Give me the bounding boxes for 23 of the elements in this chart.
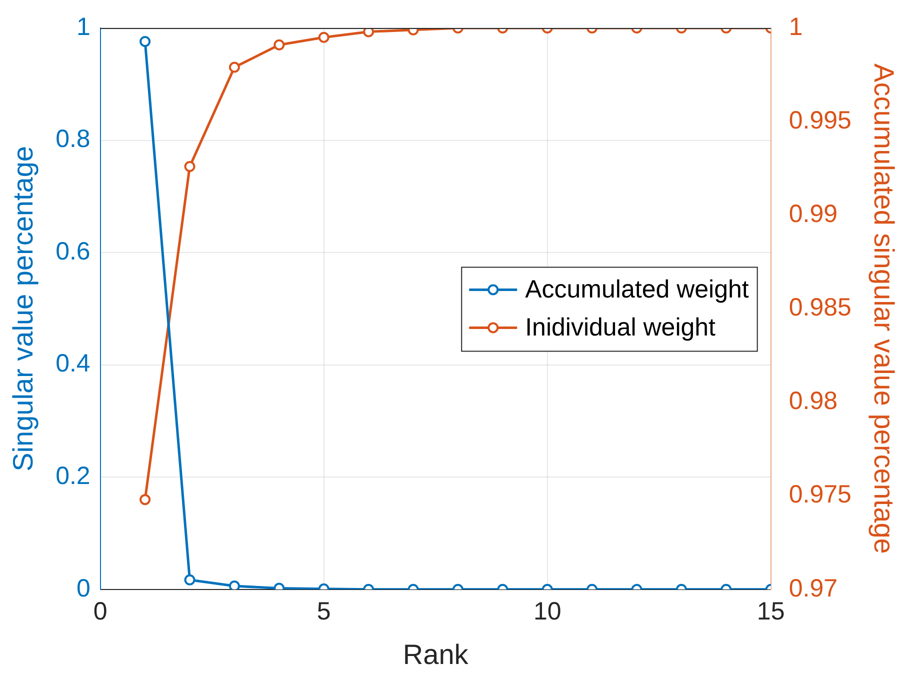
y-tick-label: 0.6 <box>56 237 90 266</box>
legend-label: Accumulated weight <box>525 276 749 304</box>
y-axis-title: Singular value percentage <box>8 146 39 472</box>
y2-tick-label: 1 <box>788 12 803 41</box>
x-tick-label: 5 <box>316 597 331 626</box>
x-tick-label: 15 <box>756 597 785 626</box>
point <box>140 494 151 506</box>
y2-tick-label: 0.99 <box>788 200 838 228</box>
y-tick-label: 0.8 <box>56 125 90 154</box>
y2-tick-label: 0.98 <box>788 387 838 416</box>
y2-tick-label: 0.995 <box>788 106 852 134</box>
y2-tick-label: 0.975 <box>788 480 852 509</box>
y2-tick-label: 0.97 <box>788 574 838 602</box>
y2-tick-label: 0.985 <box>788 294 852 322</box>
y-tick-label: 0.4 <box>56 350 90 378</box>
point <box>140 36 151 47</box>
legend-label: Inidividual weight <box>525 314 716 342</box>
y2-axis-title: Accumulated singular value percentage <box>868 64 900 554</box>
y-tick-label: 1 <box>76 12 90 41</box>
y-tick-label: 0 <box>76 574 90 602</box>
y-tick-label: 0.2 <box>56 462 90 490</box>
x-tick-label: 10 <box>533 597 562 626</box>
x-axis-title: Rank <box>402 638 470 670</box>
